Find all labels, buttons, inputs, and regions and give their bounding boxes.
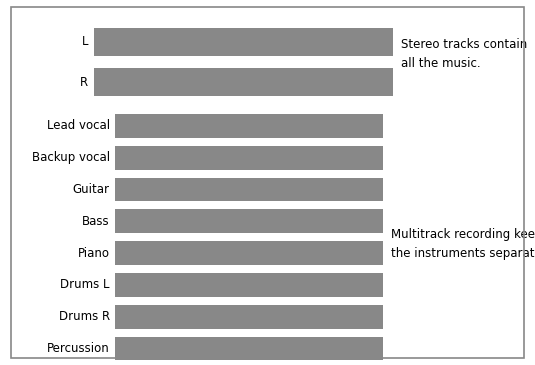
Text: Drums R: Drums R [58,310,110,323]
Bar [115,305,383,328]
Text: Backup vocal: Backup vocal [32,151,110,164]
Text: Percussion: Percussion [47,342,110,355]
Text: Guitar: Guitar [73,183,110,196]
Bar [94,28,393,55]
Text: Drums L: Drums L [60,278,110,292]
Bar [115,210,383,233]
Text: Lead vocal: Lead vocal [47,119,110,132]
Bar [115,178,383,201]
Text: Multitrack recording keeps
the instruments separate.: Multitrack recording keeps the instrumen… [391,228,535,260]
Bar [115,114,383,138]
Bar [115,241,383,265]
Text: Stereo tracks contain
all the music.: Stereo tracks contain all the music. [401,38,528,70]
Bar [115,273,383,297]
Bar [94,69,393,96]
Text: L: L [82,35,88,49]
Text: Bass: Bass [82,215,110,228]
Text: Piano: Piano [78,247,110,260]
Bar [115,337,383,360]
Text: R: R [80,76,88,89]
Bar [115,146,383,170]
